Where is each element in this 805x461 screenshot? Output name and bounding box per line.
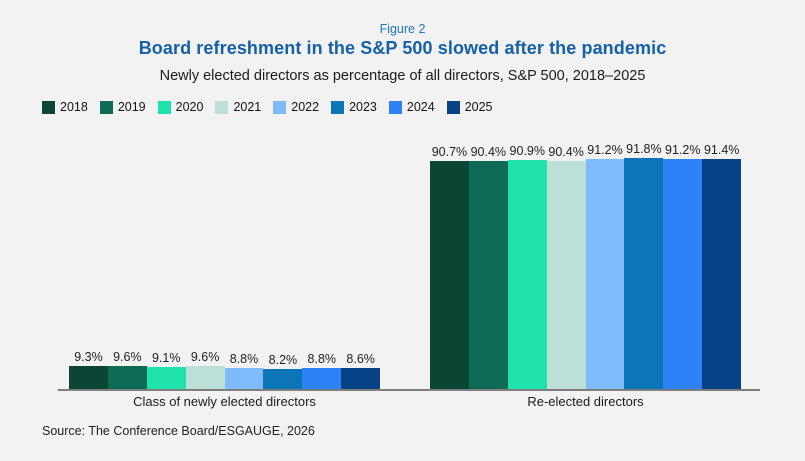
bar-value-label: 91.2% bbox=[587, 143, 623, 158]
bar-2024: 8.8% bbox=[302, 352, 342, 390]
legend-item-2019: 2019 bbox=[99, 100, 146, 114]
bar-2018: 90.7% bbox=[430, 145, 469, 390]
bar-value-label: 8.8% bbox=[307, 351, 337, 366]
bar-2023: 8.2% bbox=[263, 353, 303, 390]
bar-value-label: 91.2% bbox=[665, 143, 701, 158]
bar-group-newly-elected: 9.3% 9.6% 9.1% 9.6% 8.8% 8.2% 8.8% 8.6% bbox=[69, 350, 381, 390]
legend-label: 2020 bbox=[175, 100, 204, 114]
bar-value-label: 91.8% bbox=[626, 141, 662, 156]
category-label-re-elected: Re-elected directors bbox=[527, 394, 644, 409]
bar-2025: 8.6% bbox=[341, 352, 381, 390]
legend-swatch-icon bbox=[446, 100, 460, 114]
bar-2023: 91.8% bbox=[624, 142, 664, 390]
legend-label: 2025 bbox=[464, 100, 493, 114]
legend-item-2023: 2023 bbox=[331, 100, 377, 114]
legend-label: 2021 bbox=[233, 100, 262, 114]
legend-item-2020: 2020 bbox=[157, 100, 204, 114]
chart-title: Board refreshment in the S&P 500 slowed … bbox=[138, 38, 667, 58]
category-label-newly-elected: Class of newly elected directors bbox=[133, 394, 316, 409]
figure-number-label: Figure 2 bbox=[379, 22, 426, 36]
bar-value-label: 8.6% bbox=[346, 352, 375, 367]
legend-item-2022: 2022 bbox=[273, 100, 319, 114]
bar-2021: 90.4% bbox=[546, 145, 586, 390]
legend-swatch-icon bbox=[99, 100, 113, 114]
legend-label: 2023 bbox=[349, 100, 377, 114]
bar-2020: 9.1% bbox=[146, 351, 186, 390]
legend-label: 2018 bbox=[60, 100, 88, 114]
bar-value-label: 91.4% bbox=[703, 142, 740, 157]
bar-value-label: 8.8% bbox=[229, 351, 259, 366]
bar-value-label: 9.1% bbox=[151, 350, 181, 365]
bar-value-label: 9.6% bbox=[190, 349, 220, 364]
bar-2022: 91.2% bbox=[585, 143, 625, 390]
legend-swatch-icon bbox=[331, 100, 345, 114]
legend-label: 2022 bbox=[291, 100, 320, 114]
legend-item-2024: 2024 bbox=[388, 100, 435, 114]
legend-item-2018: 2018 bbox=[42, 100, 88, 114]
bar-2022: 8.8% bbox=[224, 352, 264, 390]
bar-value-label: 90.4% bbox=[470, 145, 507, 160]
x-axis-line bbox=[58, 389, 760, 391]
legend-label: 2019 bbox=[117, 100, 146, 114]
source-note: Source: The Conference Board/ESGAUGE, 20… bbox=[42, 424, 315, 438]
bar-value-label: 8.2% bbox=[268, 353, 298, 368]
legend-swatch-icon bbox=[42, 100, 55, 114]
bar-2020: 90.9% bbox=[507, 144, 547, 390]
legend-swatch-icon bbox=[157, 100, 171, 114]
bar-2024: 91.2% bbox=[663, 143, 703, 390]
legend-item-2021: 2021 bbox=[215, 100, 261, 114]
bar-value-label: 90.9% bbox=[509, 144, 545, 159]
bar-group-re-elected: 90.7% 90.4% 90.9% 90.4% 91.2% 91.8% 91.2% 91.4% bbox=[430, 142, 742, 390]
plot-area: 9.3% 9.6% 9.1% 9.6% 8.8% 8.2% 8.8% 8.6% 90.7% 90… bbox=[58, 134, 760, 391]
bar-value-label: 9.3% bbox=[74, 350, 103, 365]
bar-value-label: 9.6% bbox=[113, 349, 142, 364]
bar-value-label: 90.7% bbox=[431, 144, 468, 159]
bar-2021: 9.6% bbox=[185, 350, 225, 390]
legend-swatch-icon bbox=[215, 100, 229, 114]
legend-item-2025: 2025 bbox=[446, 100, 493, 114]
chart-subtitle: Newly elected directors as percentage of… bbox=[159, 68, 646, 84]
bar-value-label: 90.4% bbox=[548, 145, 584, 160]
bar-2019: 90.4% bbox=[468, 145, 508, 390]
legend-label: 2024 bbox=[406, 100, 435, 114]
bar-2018: 9.3% bbox=[69, 350, 108, 390]
legend-swatch-icon bbox=[388, 100, 402, 114]
legend: 2018 2019 2020 2021 2022 2023 2024 2025 bbox=[42, 100, 493, 114]
legend-swatch-icon bbox=[273, 100, 287, 114]
bar-2019: 9.6% bbox=[107, 350, 147, 390]
bar-2025: 91.4% bbox=[702, 143, 742, 390]
